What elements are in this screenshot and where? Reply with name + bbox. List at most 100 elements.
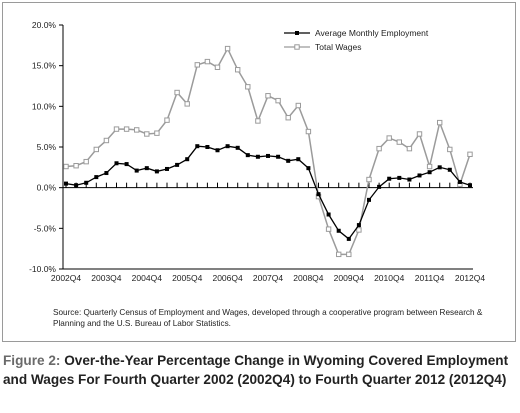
data-point-wages bbox=[174, 89, 180, 96]
data-point-wages bbox=[396, 139, 403, 145]
x-tick-label: 2004Q4 bbox=[132, 273, 163, 283]
data-point-employment bbox=[266, 153, 270, 158]
series-line bbox=[65, 46, 471, 256]
data-point-wages bbox=[194, 62, 201, 68]
series-line bbox=[65, 145, 471, 240]
data-point-wages bbox=[426, 163, 433, 170]
data-point-wages bbox=[325, 226, 332, 232]
data-point-wages bbox=[204, 58, 211, 65]
data-point-employment bbox=[316, 192, 321, 197]
data-point-employment bbox=[346, 236, 351, 241]
data-point-employment bbox=[326, 212, 331, 217]
data-point-wages bbox=[134, 127, 140, 133]
data-point-wages bbox=[245, 84, 251, 90]
figure-frame: 20.0% 15.0% 10.0% 5.0% 0.0% -5.0% -10.0% 2002Q4… bbox=[2, 2, 516, 342]
data-point-wages bbox=[305, 128, 312, 135]
data-point-employment bbox=[134, 168, 139, 173]
data-point-employment bbox=[377, 184, 382, 189]
data-point-wages bbox=[113, 126, 120, 132]
data-point-wages bbox=[214, 64, 221, 70]
y-tick-label: 15.0% bbox=[32, 61, 57, 71]
x-tick-label: 2002Q4 bbox=[51, 273, 82, 283]
data-point-wages bbox=[123, 126, 130, 132]
x-tick-label: 2008Q4 bbox=[293, 273, 324, 283]
data-point-wages bbox=[437, 119, 443, 126]
data-point-employment bbox=[124, 162, 129, 167]
data-point-wages bbox=[416, 131, 423, 137]
x-tick-label: 2006Q4 bbox=[212, 273, 243, 283]
y-tick-label: 5.0% bbox=[37, 142, 57, 152]
data-point-employment bbox=[336, 228, 341, 233]
data-point-wages bbox=[336, 251, 342, 258]
line-chart: 20.0% 15.0% 10.0% 5.0% 0.0% -5.0% -10.0%2002Q4… bbox=[29, 20, 486, 283]
data-point-employment bbox=[74, 183, 79, 188]
data-point-employment bbox=[235, 145, 240, 150]
figure-caption: Figure 2: Over-the-Year Percentage Chang… bbox=[3, 351, 515, 389]
data-point-wages bbox=[144, 131, 150, 137]
data-point-employment bbox=[296, 157, 301, 162]
data-point-employment bbox=[367, 197, 371, 202]
x-tick-label: 2012Q4 bbox=[455, 273, 486, 283]
y-tick-label: -10.0% bbox=[29, 264, 56, 274]
data-point-wages bbox=[184, 101, 190, 107]
data-point-wages bbox=[386, 135, 392, 141]
x-tick-label: 2010Q4 bbox=[374, 273, 405, 283]
data-point-wages bbox=[295, 102, 302, 109]
data-point-wages bbox=[235, 67, 241, 73]
data-point-employment bbox=[245, 153, 250, 158]
data-point-wages bbox=[406, 145, 413, 152]
data-point-employment bbox=[205, 145, 210, 149]
legend-label: Total Wages bbox=[315, 42, 361, 52]
legend-label: Average Monthly Employment bbox=[315, 28, 429, 38]
data-point-wages bbox=[366, 176, 372, 183]
data-point-employment bbox=[64, 181, 68, 186]
data-point-employment bbox=[114, 161, 119, 166]
data-point-employment bbox=[144, 166, 149, 171]
x-tick-label: 2005Q4 bbox=[172, 273, 203, 283]
data-point-employment bbox=[276, 154, 281, 159]
data-point-employment bbox=[407, 177, 412, 182]
legend-marker bbox=[294, 44, 300, 50]
legend-marker bbox=[295, 31, 299, 35]
data-point-employment bbox=[84, 180, 89, 185]
data-point-wages bbox=[376, 145, 382, 152]
data-point-wages bbox=[83, 158, 89, 165]
x-tick-label: 2003Q4 bbox=[91, 273, 122, 283]
data-point-wages bbox=[255, 118, 261, 124]
data-point-employment bbox=[387, 176, 392, 181]
data-point-employment bbox=[175, 162, 180, 167]
source-note: Source: Quarterly Census of Employment a… bbox=[53, 308, 483, 328]
data-point-employment bbox=[417, 173, 422, 178]
data-point-wages bbox=[224, 45, 231, 52]
data-point-employment bbox=[437, 165, 442, 170]
data-point-employment bbox=[195, 144, 200, 149]
data-point-wages bbox=[275, 97, 281, 104]
data-point-employment bbox=[356, 223, 361, 228]
x-tick-label: 2007Q4 bbox=[253, 273, 284, 283]
data-point-employment bbox=[457, 179, 462, 184]
data-point-employment bbox=[427, 170, 432, 175]
data-point-wages bbox=[164, 117, 170, 123]
data-point-wages bbox=[93, 146, 99, 153]
data-point-employment bbox=[255, 154, 260, 159]
data-point-wages bbox=[346, 251, 352, 258]
y-tick-label: -5.0% bbox=[34, 223, 57, 233]
data-point-wages bbox=[73, 163, 79, 169]
data-point-employment bbox=[397, 175, 402, 180]
data-point-wages bbox=[467, 151, 473, 158]
x-tick-label: 2009Q4 bbox=[334, 273, 365, 283]
data-point-employment bbox=[94, 175, 99, 180]
data-point-wages bbox=[103, 137, 110, 144]
data-point-employment bbox=[154, 169, 159, 174]
caption-label: Figure 2: bbox=[3, 353, 61, 368]
data-point-employment bbox=[468, 183, 472, 188]
data-point-employment bbox=[165, 166, 169, 171]
data-point-wages bbox=[356, 227, 362, 233]
data-point-employment bbox=[286, 158, 291, 163]
data-point-wages bbox=[63, 163, 69, 170]
data-point-employment bbox=[104, 171, 109, 176]
data-point-employment bbox=[225, 144, 230, 149]
data-point-employment bbox=[447, 167, 452, 172]
y-tick-label: 10.0% bbox=[32, 101, 57, 111]
data-point-employment bbox=[215, 148, 220, 153]
